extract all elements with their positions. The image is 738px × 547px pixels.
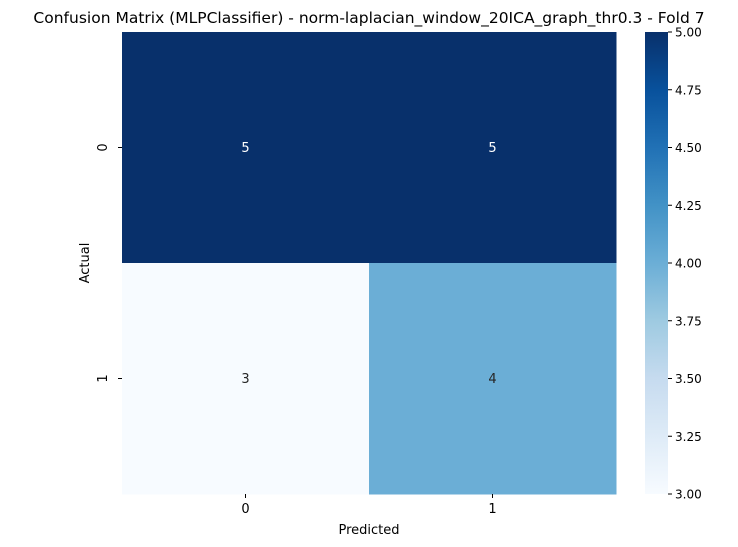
heatmap-cell-1-1: [369, 263, 617, 495]
cell-annotations: 5 5 3 4: [241, 141, 496, 387]
cell-value-1-0: 3: [241, 372, 249, 387]
chart-title: Confusion Matrix (MLPClassifier) - norm-…: [33, 9, 704, 28]
x-tick-label-1: 1: [488, 502, 496, 517]
heatmap-cells: [122, 32, 617, 495]
colorbar-tick-label-6: 4.50: [675, 141, 702, 155]
x-tick-label-0: 0: [241, 502, 249, 517]
y-tick-label-1: 1: [96, 374, 111, 382]
heatmap-cell-1-0: [122, 263, 370, 495]
y-axis-label: Actual: [78, 243, 93, 284]
x-axis-label: Predicted: [338, 523, 399, 538]
colorbar-tick-label-7: 4.75: [675, 83, 702, 97]
heatmap-cell-0-1: [369, 32, 617, 264]
colorbar-tick-label-3: 3.75: [675, 314, 702, 328]
y-axis-ticks: 01: [96, 143, 122, 383]
cell-value-0-0: 5: [241, 141, 249, 156]
colorbar-tick-label-4: 4.00: [675, 257, 702, 271]
colorbar: [645, 32, 668, 494]
cell-value-0-1: 5: [488, 141, 496, 156]
colorbar-tick-label-0: 3.00: [675, 488, 702, 502]
heatmap-cell-0-0: [122, 32, 370, 264]
colorbar-tick-label-5: 4.25: [675, 199, 702, 213]
y-tick-label-0: 0: [96, 143, 111, 151]
colorbar-ticks: 3.00 3.25 3.50 3.75 4.00 4.25 4.50 4.75 5.00: [668, 26, 702, 502]
colorbar-tick-label-2: 3.50: [675, 372, 702, 386]
cell-value-1-1: 4: [488, 372, 496, 387]
colorbar-tick-label-8: 5.00: [675, 26, 702, 40]
colorbar-tick-label-1: 3.25: [675, 430, 702, 444]
